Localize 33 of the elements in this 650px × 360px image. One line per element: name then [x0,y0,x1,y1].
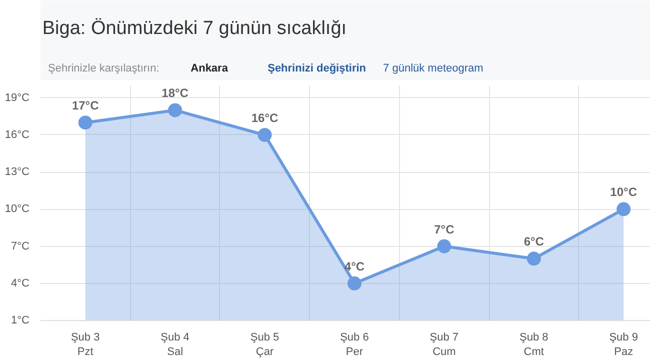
point [437,239,452,254]
x-tick-label: Şub 7 Cum [430,332,459,358]
y-tick-label: 7°C [11,240,30,252]
y-tick-label: 13°C [4,166,30,178]
point [168,103,182,118]
text: Ankara [190,62,229,74]
point [258,128,272,142]
y-tick-label: 4°C [11,277,30,290]
point [616,202,631,216]
data-label: 7°C [434,222,455,236]
y-tick-label: 10°C [4,203,30,216]
data-label: 18°C [162,86,189,100]
data-label: 10°C [610,185,638,200]
data-label: 16°C [251,110,279,125]
x-tick-label: Şub 3 Pzt [70,332,100,358]
x-tick-label: Şub 4 Sal [160,332,190,358]
point [526,252,541,266]
data-label: 6°C [524,234,544,249]
text: 7 günlük meteogram [383,62,484,74]
text: Şehrinizle karşılaştırın: [48,62,160,74]
point [347,276,362,290]
y-tick-label: 19°C [4,92,30,104]
data-label: 4°C [344,259,365,274]
text: Şehrinizi değiştirin [268,62,366,74]
x-tick-label: Şub 8 Cmt [520,332,548,358]
y-tick-label: 16°C [4,128,30,141]
x-tick-label: Şub 9 Paz [609,332,638,358]
chart-title: Biga: Önümüzdeki 7 günün sıcaklığı [42,18,347,39]
x-tick-label: Şub 5 Çar [250,332,280,358]
x-tick-label: Şub 6 Per [340,332,369,358]
point [78,116,92,130]
y-tick-label: 1°C [11,314,30,326]
data-label: 17°C [72,98,100,113]
